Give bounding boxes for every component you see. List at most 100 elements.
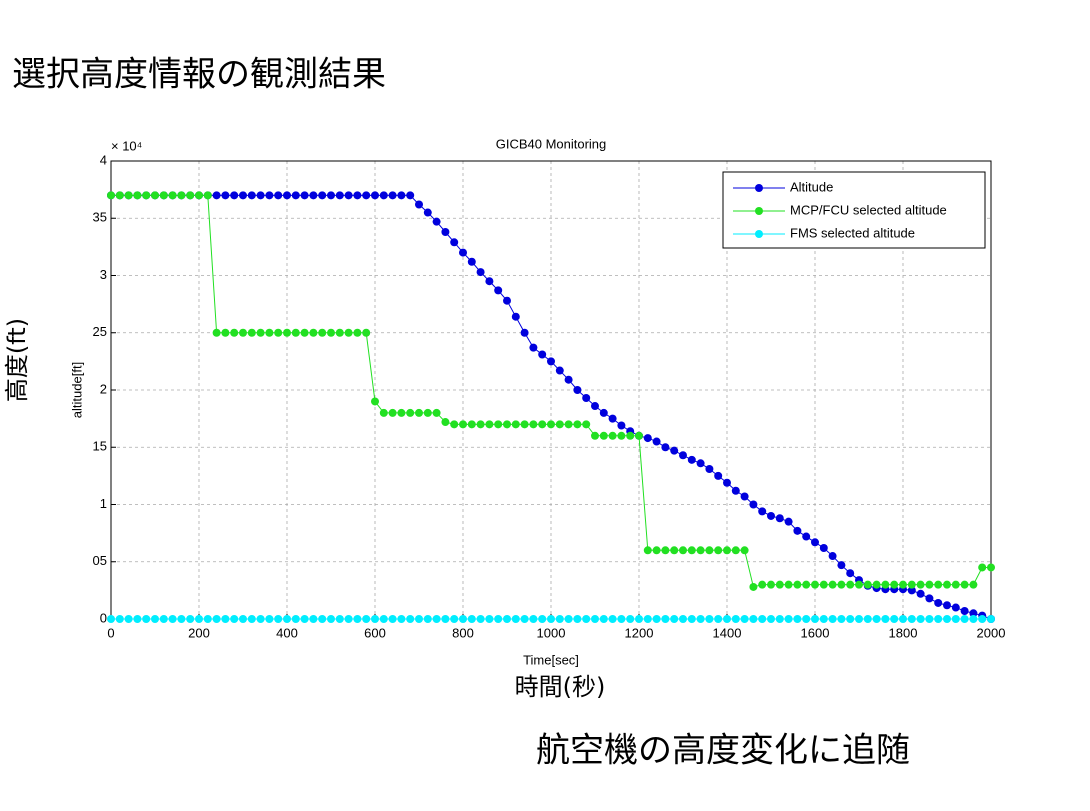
data-point xyxy=(133,191,142,200)
data-point xyxy=(362,615,371,623)
data-point xyxy=(432,408,441,417)
chart: 0 200 400 600 800 1000 1200 1400 1600 1800 2000 0 05… xyxy=(69,136,1005,667)
data-point xyxy=(890,615,899,623)
data-point xyxy=(529,343,538,352)
data-point xyxy=(503,420,511,429)
data-point xyxy=(802,532,811,541)
data-point xyxy=(239,191,247,200)
data-point xyxy=(934,598,943,607)
data-point xyxy=(661,546,670,555)
data-point xyxy=(142,615,151,623)
data-point xyxy=(758,507,767,516)
data-point xyxy=(283,328,291,337)
x-tick-label: 1400 xyxy=(713,625,742,640)
data-point xyxy=(115,191,124,200)
data-point xyxy=(335,328,344,337)
data-point xyxy=(168,191,177,200)
x-caption: 時間(秒) xyxy=(515,673,606,701)
data-point xyxy=(775,514,784,523)
data-point xyxy=(784,615,793,623)
data-point xyxy=(450,615,459,623)
data-point xyxy=(300,328,309,337)
data-point xyxy=(828,552,837,561)
x-tick-label: 0 xyxy=(107,625,114,640)
data-point xyxy=(740,615,749,623)
data-point xyxy=(388,191,397,200)
x-tick-label: 200 xyxy=(188,625,210,640)
data-point xyxy=(749,582,758,591)
data-point xyxy=(450,238,459,247)
data-point xyxy=(705,615,714,623)
data-point xyxy=(846,580,855,589)
data-point xyxy=(221,191,230,200)
y-exponent: × 10⁴ xyxy=(111,138,142,153)
data-point xyxy=(723,478,731,487)
data-point xyxy=(978,563,987,572)
data-point xyxy=(714,471,723,480)
data-point xyxy=(432,615,441,623)
data-point xyxy=(828,580,837,589)
data-point xyxy=(221,328,230,337)
data-point xyxy=(432,217,441,226)
data-point xyxy=(485,277,494,286)
data-point xyxy=(696,615,705,623)
legend-label: MCP/FCU selected altitude xyxy=(790,202,947,217)
data-point xyxy=(388,408,397,417)
data-point xyxy=(784,580,793,589)
data-point xyxy=(837,580,846,589)
data-point xyxy=(837,615,846,623)
data-point xyxy=(555,420,564,429)
data-point xyxy=(529,615,538,623)
data-point xyxy=(371,191,379,200)
data-point xyxy=(679,451,687,460)
data-point xyxy=(503,615,511,623)
data-point xyxy=(212,615,221,623)
data-point xyxy=(423,208,432,217)
data-point xyxy=(107,615,115,623)
data-point xyxy=(758,580,767,589)
data-point xyxy=(811,538,819,547)
data-point xyxy=(344,191,353,200)
legend: Altitude MCP/FCU selected altitude FMS sel… xyxy=(722,171,986,249)
data-point xyxy=(247,615,256,623)
data-point xyxy=(564,375,573,384)
data-point xyxy=(846,615,855,623)
legend-marker xyxy=(755,230,763,238)
data-point xyxy=(529,420,538,429)
data-point xyxy=(775,615,784,623)
y-caption: 高度(ft) xyxy=(3,318,31,402)
data-point xyxy=(459,248,467,257)
data-point xyxy=(863,615,872,623)
data-point xyxy=(538,350,547,359)
data-point xyxy=(687,546,696,555)
x-tick-label: 1800 xyxy=(889,625,918,640)
data-point xyxy=(925,580,934,589)
data-point xyxy=(661,615,670,623)
data-point xyxy=(159,615,168,623)
data-point xyxy=(511,615,520,623)
data-point xyxy=(661,443,670,452)
data-point xyxy=(723,615,731,623)
data-point xyxy=(459,420,467,429)
data-point xyxy=(388,615,397,623)
data-point xyxy=(617,615,626,623)
data-point xyxy=(670,446,679,455)
data-point xyxy=(599,408,608,417)
data-point xyxy=(872,580,881,589)
data-point xyxy=(379,191,388,200)
data-point xyxy=(327,615,335,623)
data-point xyxy=(379,615,388,623)
legend-marker xyxy=(755,184,763,192)
x-tick-label: 400 xyxy=(276,625,298,640)
data-point xyxy=(608,431,617,440)
data-point xyxy=(555,366,564,375)
data-point xyxy=(256,328,265,337)
data-point xyxy=(635,615,643,623)
data-point xyxy=(846,569,855,578)
data-point xyxy=(872,615,881,623)
data-point xyxy=(608,414,617,423)
data-point xyxy=(520,420,529,429)
data-point xyxy=(907,615,916,623)
data-point xyxy=(371,397,379,406)
